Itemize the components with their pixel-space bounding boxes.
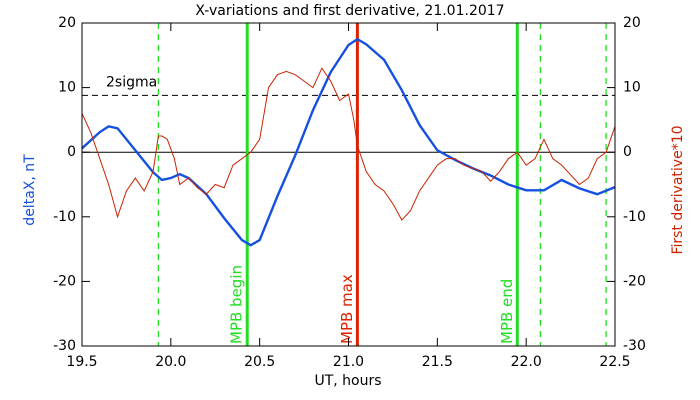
data-line — [81, 37, 616, 247]
x-tick-label: 22.0 — [511, 354, 542, 370]
x-tick-label: 21.5 — [422, 354, 453, 370]
y-tick-label: -20 — [53, 273, 76, 289]
y2-tick-label: -10 — [623, 209, 646, 225]
x-tick-label: 19.5 — [66, 354, 97, 370]
y-axis-title: deltaX, nT — [22, 154, 38, 226]
x-tick-label: 21.0 — [333, 354, 364, 370]
y2-tick-label: -20 — [623, 273, 646, 289]
y-tick-label: 20 — [58, 15, 76, 31]
y-tick-label: 10 — [58, 80, 76, 96]
event-label: MPB max — [338, 274, 356, 344]
x-tick-label: 20.5 — [244, 354, 275, 370]
x-tick-label: 22.5 — [599, 354, 630, 370]
reference-label: 2sigma — [106, 74, 157, 90]
y2-tick-label: 20 — [623, 15, 641, 31]
y2-tick-label: 10 — [623, 80, 641, 96]
data-line — [81, 67, 616, 221]
event-label: MPB begin — [228, 265, 246, 344]
y2-tick-label: 0 — [623, 144, 632, 160]
y-tick-label: 0 — [67, 144, 76, 160]
chart-title: X-variations and first derivative, 21.01… — [195, 3, 504, 19]
x-axis-title: UT, hours — [314, 373, 381, 389]
x-tick-label: 20.0 — [155, 354, 186, 370]
y-tick-label: -30 — [53, 338, 76, 354]
event-label: MPB end — [498, 279, 516, 344]
y2-axis-title: First derivative*10 — [670, 125, 686, 254]
y-tick-label: -10 — [53, 209, 76, 225]
y2-tick-label: -30 — [623, 338, 646, 354]
